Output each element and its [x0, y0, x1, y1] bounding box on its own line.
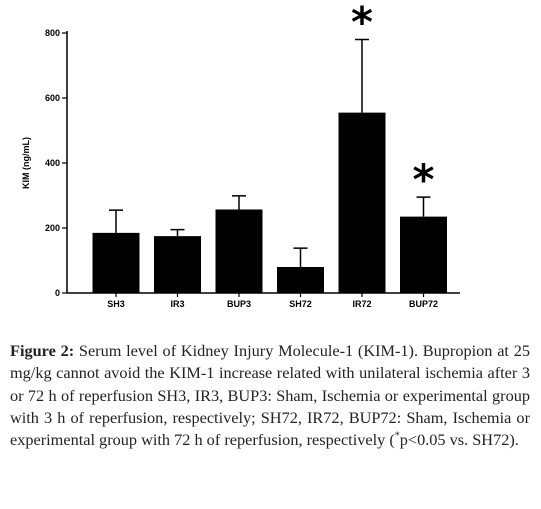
figure-caption: Figure 2: Serum level of Kidney Injury M…: [10, 340, 530, 451]
caption-label: Figure 2:: [10, 341, 75, 360]
y-tick-label: 400: [45, 158, 60, 168]
x-tick-label: SH3: [107, 299, 125, 309]
significance-star: *: [413, 155, 435, 204]
bar: [92, 232, 140, 293]
caption-sup: *: [394, 430, 400, 442]
x-tick-label: BUP3: [227, 299, 251, 309]
x-tick-label: IR3: [170, 299, 184, 309]
bar: [338, 112, 386, 293]
bar: [215, 209, 263, 293]
bar: [277, 267, 324, 293]
x-tick-label: IR72: [352, 299, 371, 309]
significance-star: *: [351, 0, 373, 47]
x-tick-label: SH72: [289, 299, 312, 309]
y-axis-label: KIM (ng/mL): [21, 137, 31, 189]
y-tick-label: 0: [55, 288, 60, 298]
caption-tail: p<0.05 vs. SH72).: [399, 430, 519, 450]
y-tick-label: 800: [45, 28, 60, 38]
bars: **: [92, 0, 447, 293]
x-tick-label: BUP72: [409, 299, 438, 309]
caption-text: Serum level of Kidney Injury Molecule-1 …: [10, 341, 530, 450]
bar-chart: KIM (ng/mL) 0 200 400 600 800 SH3 IR3 BUP3 SH72 I…: [21, 0, 460, 309]
y-tick-label: 200: [45, 223, 60, 233]
bar: [154, 236, 201, 293]
y-tick-label: 600: [45, 93, 60, 103]
bar: [400, 216, 447, 293]
